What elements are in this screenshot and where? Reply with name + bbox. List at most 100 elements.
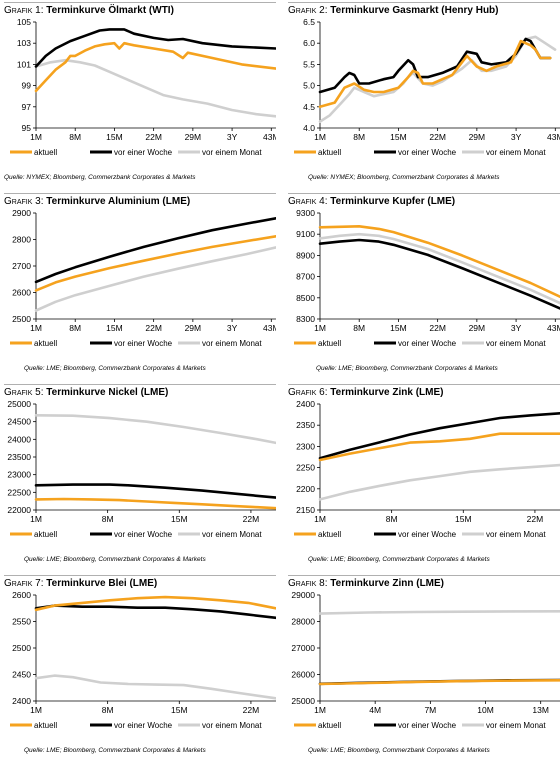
series-line-vor-einer-Woche [34, 28, 276, 68]
legend-label: aktuell [318, 530, 341, 539]
y-tick-label: 27000 [291, 643, 315, 653]
series-line-vor-einer-Woche [318, 238, 560, 310]
x-tick-label: 15M [171, 514, 188, 524]
y-tick-label: 2250 [296, 463, 315, 473]
x-tick-label: 1M [30, 514, 42, 524]
chart-header: Grafik 3: Terminkurve Aluminium (LME) [4, 193, 276, 211]
legend-label: vor einem Monat [486, 530, 546, 539]
y-tick-label: 9100 [296, 229, 315, 239]
y-tick-label: 2400 [296, 399, 315, 409]
y-tick-label: 6.0 [303, 38, 315, 48]
source-note: Quelle: LME; Bloomberg, Commerzbank Corp… [308, 747, 490, 754]
series-line-aktuell [318, 225, 560, 298]
series-line-aktuell [34, 595, 276, 612]
chart-panel: Grafik 3: Terminkurve Aluminium (LME) 250… [4, 193, 276, 383]
x-tick-label: 43M [547, 323, 560, 333]
series-line-vor-einer-Woche [34, 483, 276, 499]
y-tick-label: 24500 [7, 417, 31, 427]
legend-label: vor einer Woche [398, 530, 457, 539]
y-tick-label: 2500 [12, 643, 31, 653]
series-line-vor-einer-Woche [318, 412, 560, 460]
chart-title: Terminkurve Zinn (LME) [330, 578, 445, 589]
y-tick-label: 2600 [12, 288, 31, 298]
y-tick-label: 97 [22, 102, 32, 112]
x-tick-label: 22M [145, 323, 162, 333]
source-note: Quelle: LME; Bloomberg, Commerzbank Corp… [24, 365, 206, 372]
chart-title: Terminkurve Zink (LME) [330, 387, 444, 398]
source-note: Quelle: NYMEX; Bloomberg, Commerzbank Co… [4, 174, 196, 181]
y-tick-label: 2350 [296, 420, 315, 430]
line-chart: 4.0 4.5 5.0 5.5 6.0 6.5 1M 8M 15M 22M 29M 3Y 43M aktu… [294, 17, 560, 157]
y-tick-label: 2700 [12, 261, 31, 271]
x-tick-label: 8M [353, 323, 365, 333]
y-tick-label: 24000 [7, 434, 31, 444]
legend-label: aktuell [318, 148, 341, 157]
y-tick-label: 25000 [291, 696, 315, 706]
x-tick-label: 43M [263, 132, 276, 142]
y-tick-label: 25000 [7, 399, 31, 409]
y-tick-label: 2500 [12, 314, 31, 324]
series-line-vor-einer-Woche [318, 37, 552, 94]
line-chart: 22000 22500 23000 23500 24000 24500 25000 1M 8M 1… [7, 399, 276, 539]
y-tick-label: 4.0 [303, 123, 315, 133]
x-tick-label: 1M [30, 323, 42, 333]
y-tick-label: 2450 [12, 670, 31, 680]
y-tick-label: 2400 [12, 696, 31, 706]
chart-panel: Grafik 5: Terminkurve Nickel (LME) 22000 2… [4, 384, 276, 574]
x-tick-label: 29M [185, 132, 202, 142]
y-tick-label: 23500 [7, 452, 31, 462]
chart-header: Grafik 8: Terminkurve Zinn (LME) [288, 575, 560, 593]
x-tick-label: 1M [314, 132, 326, 142]
x-tick-label: 8M [386, 514, 398, 524]
y-tick-label: 5.5 [303, 59, 315, 69]
line-chart: 2150 2200 2250 2300 2350 2400 1M 8M 15M 22M aktuel… [294, 399, 560, 539]
x-tick-label: 1M [30, 705, 42, 715]
chart-number: Grafik 8: [288, 578, 331, 589]
x-tick-label: 15M [455, 514, 472, 524]
chart-number: Grafik 3: [4, 196, 47, 207]
x-tick-label: 29M [185, 323, 202, 333]
y-tick-label: 2800 [12, 235, 31, 245]
x-tick-label: 3Y [227, 132, 238, 142]
legend-label: vor einer Woche [114, 721, 173, 730]
y-tick-label: 29000 [291, 590, 315, 600]
line-chart: 8300 8500 8700 8900 9100 9300 1M 8M 15M 22M 29M 3Y 4… [294, 208, 560, 348]
y-tick-label: 8300 [296, 314, 315, 324]
x-tick-label: 22M [429, 323, 446, 333]
legend-label: vor einer Woche [114, 148, 173, 157]
chart-panel: Grafik 7: Terminkurve Blei (LME) 2400 2450… [4, 575, 276, 765]
chart-header: Grafik 6: Terminkurve Zink (LME) [288, 384, 560, 402]
series-line-vor-einem-Monat [34, 58, 276, 118]
x-tick-label: 1M [314, 705, 326, 715]
x-tick-label: 15M [171, 705, 188, 715]
x-tick-label: 7M [424, 705, 436, 715]
chart-header: Grafik 1: Terminkurve Ölmarkt (WTI) [4, 2, 276, 20]
legend-label: aktuell [34, 148, 57, 157]
x-tick-label: 8M [69, 132, 81, 142]
series-line-aktuell [318, 679, 560, 686]
y-tick-label: 103 [17, 38, 31, 48]
chart-number: Grafik 1: [4, 5, 47, 16]
chart-title: Terminkurve Ölmarkt (WTI) [46, 5, 174, 16]
chart-title: Terminkurve Nickel (LME) [46, 387, 169, 398]
series-line-vor-einer-Woche [34, 604, 276, 620]
line-chart: 2400 2450 2500 2550 2600 1M 8M 15M 22M aktuell vor… [10, 590, 276, 730]
legend-label: vor einem Monat [486, 339, 546, 348]
y-tick-label: 8900 [296, 250, 315, 260]
x-tick-label: 15M [390, 132, 407, 142]
x-tick-label: 22M [243, 514, 260, 524]
x-tick-label: 29M [469, 323, 486, 333]
y-tick-label: 5.0 [303, 81, 315, 91]
x-tick-label: 10M [477, 705, 494, 715]
legend-label: vor einer Woche [114, 530, 173, 539]
chart-header: Grafik 5: Terminkurve Nickel (LME) [4, 384, 276, 402]
chart-header: Grafik 2: Terminkurve Gasmarkt (Henry Hu… [288, 2, 560, 20]
x-tick-label: 15M [106, 323, 123, 333]
chart-title: Terminkurve Gasmarkt (Henry Hub) [330, 5, 499, 16]
source-note: Quelle: NYMEX; Bloomberg, Commerzbank Co… [308, 174, 500, 181]
x-tick-label: 29M [469, 132, 486, 142]
chart-panel: Grafik 4: Terminkurve Kupfer (LME) 8300 85… [288, 193, 560, 383]
source-note: Quelle: LME; Bloomberg, Commerzbank Corp… [24, 747, 206, 754]
y-tick-label: 22500 [7, 487, 31, 497]
legend-label: vor einer Woche [398, 339, 457, 348]
